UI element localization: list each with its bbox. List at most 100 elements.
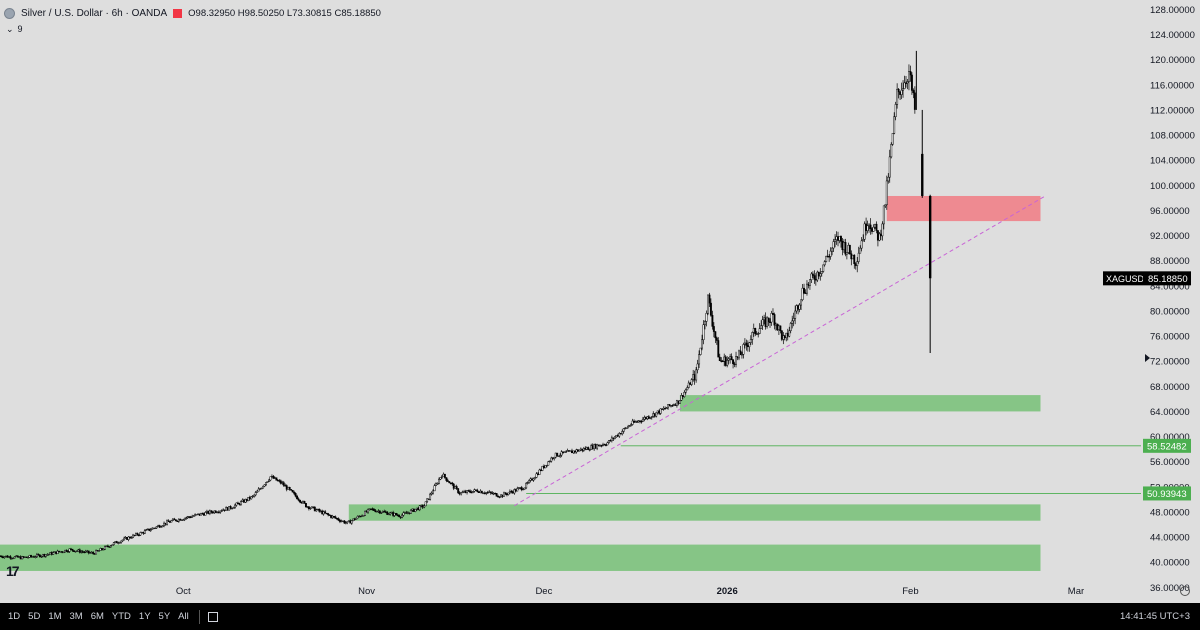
candle-body	[896, 88, 899, 105]
candle-body	[445, 477, 448, 481]
candle-body	[87, 550, 90, 554]
candle-body	[74, 550, 77, 553]
candle-body	[860, 240, 863, 249]
candle-body	[16, 555, 19, 558]
candle-body	[312, 506, 315, 508]
y-tick-label: 112.00000	[1150, 105, 1194, 116]
demand-zone-2[interactable]	[348, 504, 1041, 521]
timeframe-3m[interactable]: 3M	[69, 611, 83, 622]
candle-body	[847, 244, 850, 253]
candle-body	[242, 499, 245, 503]
candle-body	[507, 492, 510, 495]
candle-body	[395, 513, 398, 516]
candle-body	[440, 475, 443, 478]
candle-body	[77, 549, 80, 552]
indicator-toggle[interactable]: ⌄ 9	[6, 24, 23, 35]
candle-body	[386, 511, 389, 515]
timeframe-5d[interactable]: 5D	[28, 611, 41, 622]
candle-body	[794, 310, 797, 319]
demand-zone-3[interactable]	[0, 544, 1041, 571]
candle-body	[785, 332, 788, 339]
candle-body	[384, 511, 387, 513]
utc-clock[interactable]: 14:41:45 UTC+3	[1120, 611, 1190, 622]
candle-body	[727, 358, 730, 361]
candle-body	[352, 518, 355, 521]
candle-body	[330, 515, 333, 518]
candle-body	[13, 556, 16, 559]
toolbar-divider	[198, 609, 200, 624]
crash-candle-body-1[interactable]	[928, 195, 932, 279]
chevron-down-icon[interactable]: ⌄	[6, 24, 14, 34]
candle-body	[606, 442, 609, 446]
candle-body	[906, 81, 909, 84]
candle-body	[251, 495, 254, 498]
timeframe-1d[interactable]: 1D	[8, 611, 21, 622]
candle-body	[476, 490, 479, 493]
symbol-title[interactable]: Silver / U.S. Dollar · 6h · OANDA	[21, 7, 168, 19]
candle-body	[405, 512, 408, 514]
symbol-tag-bg	[1103, 271, 1143, 286]
scroll-right-arrow-icon[interactable]	[1145, 354, 1150, 362]
candle-body	[683, 392, 686, 397]
candle-body	[273, 477, 276, 479]
candle-body	[53, 551, 56, 553]
candle-body	[908, 71, 910, 82]
settings-gear-icon[interactable]	[1180, 586, 1190, 596]
crash-candle-body-0[interactable]	[921, 153, 924, 196]
candle-body	[486, 492, 489, 494]
candle-body	[801, 287, 804, 301]
candle-body	[707, 294, 709, 314]
timeframe-1m[interactable]: 1M	[48, 611, 62, 622]
candle-body	[96, 550, 99, 552]
candle-body	[124, 537, 127, 539]
plot-area[interactable]: 36.0000040.0000044.0000048.0000052.00000…	[0, 0, 1200, 603]
candle-body	[576, 449, 579, 452]
candle-body	[534, 477, 536, 480]
candle-body	[203, 513, 205, 516]
candle-body	[900, 89, 903, 95]
candle-body	[427, 498, 430, 500]
candle-body	[909, 71, 912, 76]
candle-body	[402, 512, 405, 516]
candle-body	[365, 510, 368, 513]
candle-body	[315, 509, 318, 512]
timeframe-6m[interactable]: 6M	[90, 611, 104, 622]
supply-zone-0[interactable]	[886, 195, 1041, 222]
timeframe-all[interactable]: All	[178, 611, 189, 622]
candle-body	[739, 350, 742, 356]
candle-body	[59, 551, 62, 553]
demand-zone-1[interactable]	[679, 395, 1041, 412]
candle-body	[344, 522, 347, 524]
candle-body	[260, 487, 263, 490]
candle-body	[288, 487, 291, 490]
candle-body	[532, 478, 535, 481]
candle-body	[825, 255, 828, 262]
candle-body	[377, 510, 380, 512]
timeframe-1y[interactable]: 1Y	[138, 611, 151, 622]
candle-body	[539, 469, 542, 472]
candle-body	[336, 517, 338, 520]
calendar-icon[interactable]	[207, 611, 218, 622]
candle-body	[380, 512, 383, 514]
candle-body	[559, 454, 562, 457]
candle-body	[578, 449, 581, 452]
trendline[interactable]	[514, 194, 1047, 507]
candle-body	[708, 294, 711, 304]
candle-body	[58, 550, 61, 553]
timeframe-5y[interactable]: 5Y	[158, 611, 171, 622]
candle-body	[717, 340, 720, 358]
timeframe-list: 1D 5D 1M 3M 6M YTD 1Y 5Y All	[0, 611, 189, 622]
price-chart[interactable]: 36.0000040.0000044.0000048.0000052.00000…	[0, 0, 1200, 603]
timeframe-ytd[interactable]: YTD	[111, 611, 131, 622]
candle-body	[278, 480, 281, 482]
candle-body	[899, 91, 902, 95]
candle-body	[887, 176, 890, 182]
candle-body	[868, 224, 871, 227]
candle-body	[232, 507, 235, 509]
candle-body	[25, 556, 28, 558]
candle-body	[531, 478, 534, 481]
candle-body	[538, 469, 541, 475]
candle-body	[372, 508, 375, 511]
candle-body	[22, 556, 25, 558]
candle-body	[185, 517, 188, 519]
